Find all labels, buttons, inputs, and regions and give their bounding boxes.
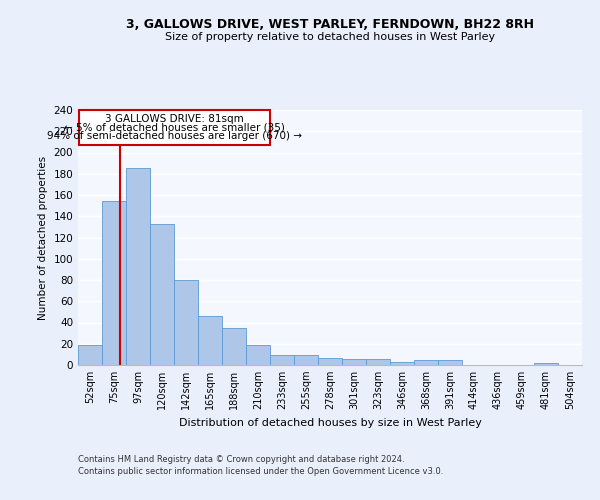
Bar <box>318 358 342 365</box>
Text: ← 5% of detached houses are smaller (35): ← 5% of detached houses are smaller (35) <box>64 122 285 132</box>
Bar <box>294 356 318 365</box>
Bar <box>534 363 558 365</box>
X-axis label: Distribution of detached houses by size in West Parley: Distribution of detached houses by size … <box>179 418 481 428</box>
Bar <box>366 358 390 365</box>
FancyBboxPatch shape <box>79 110 270 145</box>
Bar <box>222 328 246 365</box>
Text: Contains public sector information licensed under the Open Government Licence v3: Contains public sector information licen… <box>78 468 443 476</box>
Bar <box>414 360 438 365</box>
Text: 94% of semi-detached houses are larger (670) →: 94% of semi-detached houses are larger (… <box>47 131 302 141</box>
Text: Size of property relative to detached houses in West Parley: Size of property relative to detached ho… <box>165 32 495 42</box>
Bar <box>78 345 102 365</box>
Bar <box>342 358 366 365</box>
Bar <box>390 362 414 365</box>
Bar <box>246 345 270 365</box>
Bar <box>102 202 126 365</box>
Bar <box>126 168 150 365</box>
Text: 3 GALLOWS DRIVE: 81sqm: 3 GALLOWS DRIVE: 81sqm <box>105 114 244 124</box>
Bar <box>150 224 174 365</box>
Bar <box>270 356 294 365</box>
Y-axis label: Number of detached properties: Number of detached properties <box>38 156 48 320</box>
Text: Contains HM Land Registry data © Crown copyright and database right 2024.: Contains HM Land Registry data © Crown c… <box>78 455 404 464</box>
Text: 3, GALLOWS DRIVE, WEST PARLEY, FERNDOWN, BH22 8RH: 3, GALLOWS DRIVE, WEST PARLEY, FERNDOWN,… <box>126 18 534 30</box>
Bar <box>438 360 462 365</box>
Bar <box>174 280 198 365</box>
Bar <box>198 316 222 365</box>
